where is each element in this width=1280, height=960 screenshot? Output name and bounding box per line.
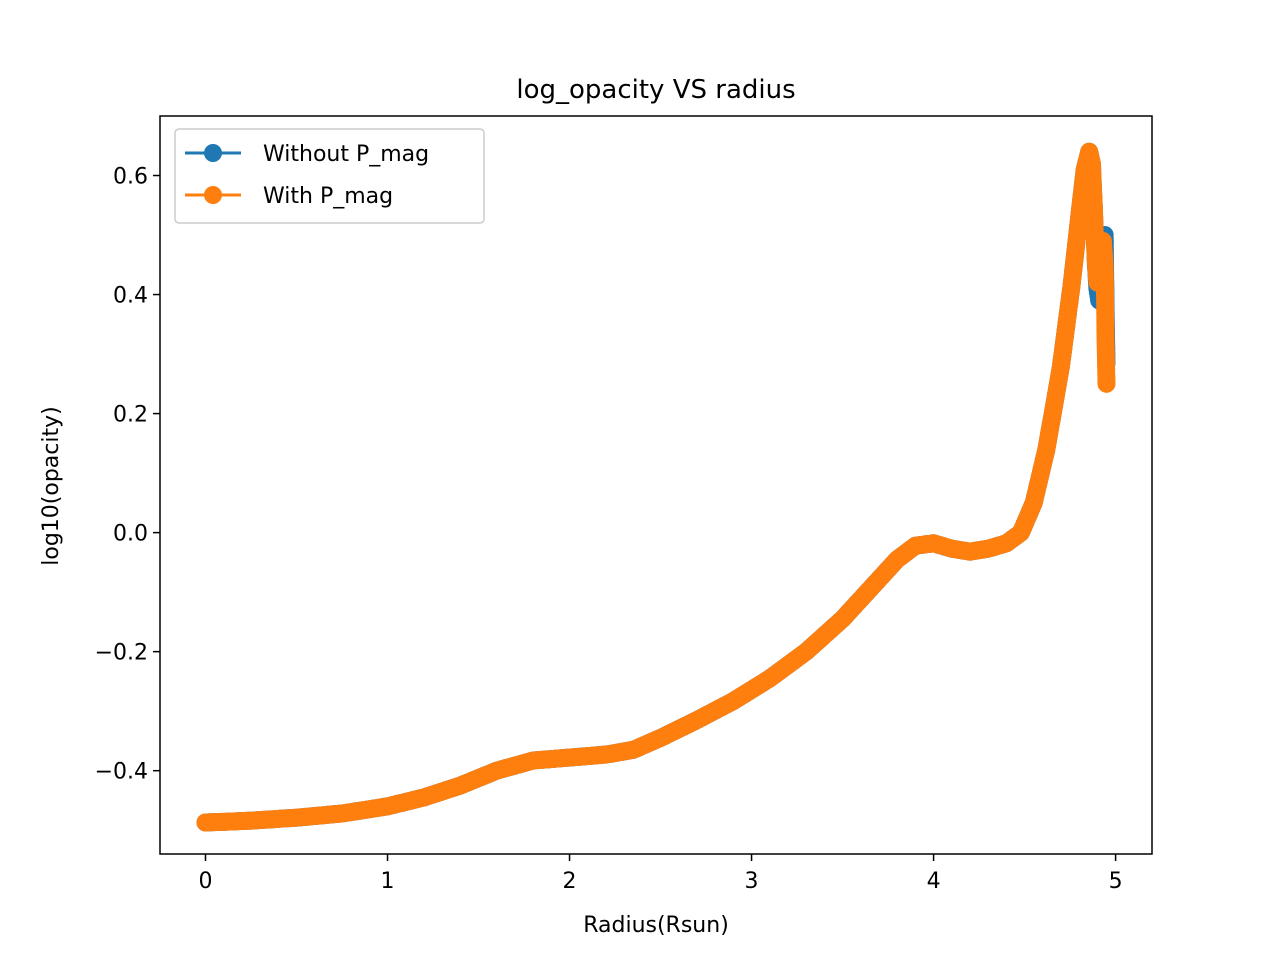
legend-marker-with-p-mag bbox=[204, 186, 222, 204]
x-tick-label: 0 bbox=[199, 869, 213, 894]
plot-area bbox=[196, 142, 1116, 832]
y-tick-label: 0.0 bbox=[113, 522, 148, 547]
y-tick-label: −0.2 bbox=[95, 641, 148, 666]
series-with-p-mag bbox=[196, 142, 1116, 832]
x-tick-label: 5 bbox=[1109, 869, 1123, 894]
y-tick-label: 0.2 bbox=[113, 403, 148, 428]
x-tick-label: 1 bbox=[381, 869, 395, 894]
x-tick-label: 3 bbox=[745, 869, 759, 894]
x-tick-label: 4 bbox=[927, 869, 941, 894]
y-tick-label: −0.4 bbox=[95, 760, 148, 785]
legend-marker-without-p-mag bbox=[204, 144, 222, 162]
x-tick-label: 2 bbox=[563, 869, 577, 894]
legend-label-without-p-mag: Without P_mag bbox=[263, 142, 429, 167]
legend-box bbox=[174, 128, 485, 224]
y-axis-label: log10(opacity) bbox=[39, 406, 64, 565]
axes-frame bbox=[159, 115, 1153, 855]
x-axis-label: Radius(Rsun) bbox=[583, 913, 729, 938]
y-tick-label: 0.6 bbox=[113, 165, 148, 190]
legend-label-with-p-mag: With P_mag bbox=[263, 184, 393, 209]
y-tick-label: 0.4 bbox=[113, 284, 148, 309]
data-point bbox=[1097, 374, 1116, 393]
legend: Without P_mag With P_mag bbox=[174, 128, 485, 224]
chart-title: log_opacity VS radius bbox=[516, 75, 795, 105]
axis-ticks: 0 1 2 3 4 5 −0.4 −0.2 0.0 0.2 0.4 0.6 bbox=[95, 165, 1123, 894]
